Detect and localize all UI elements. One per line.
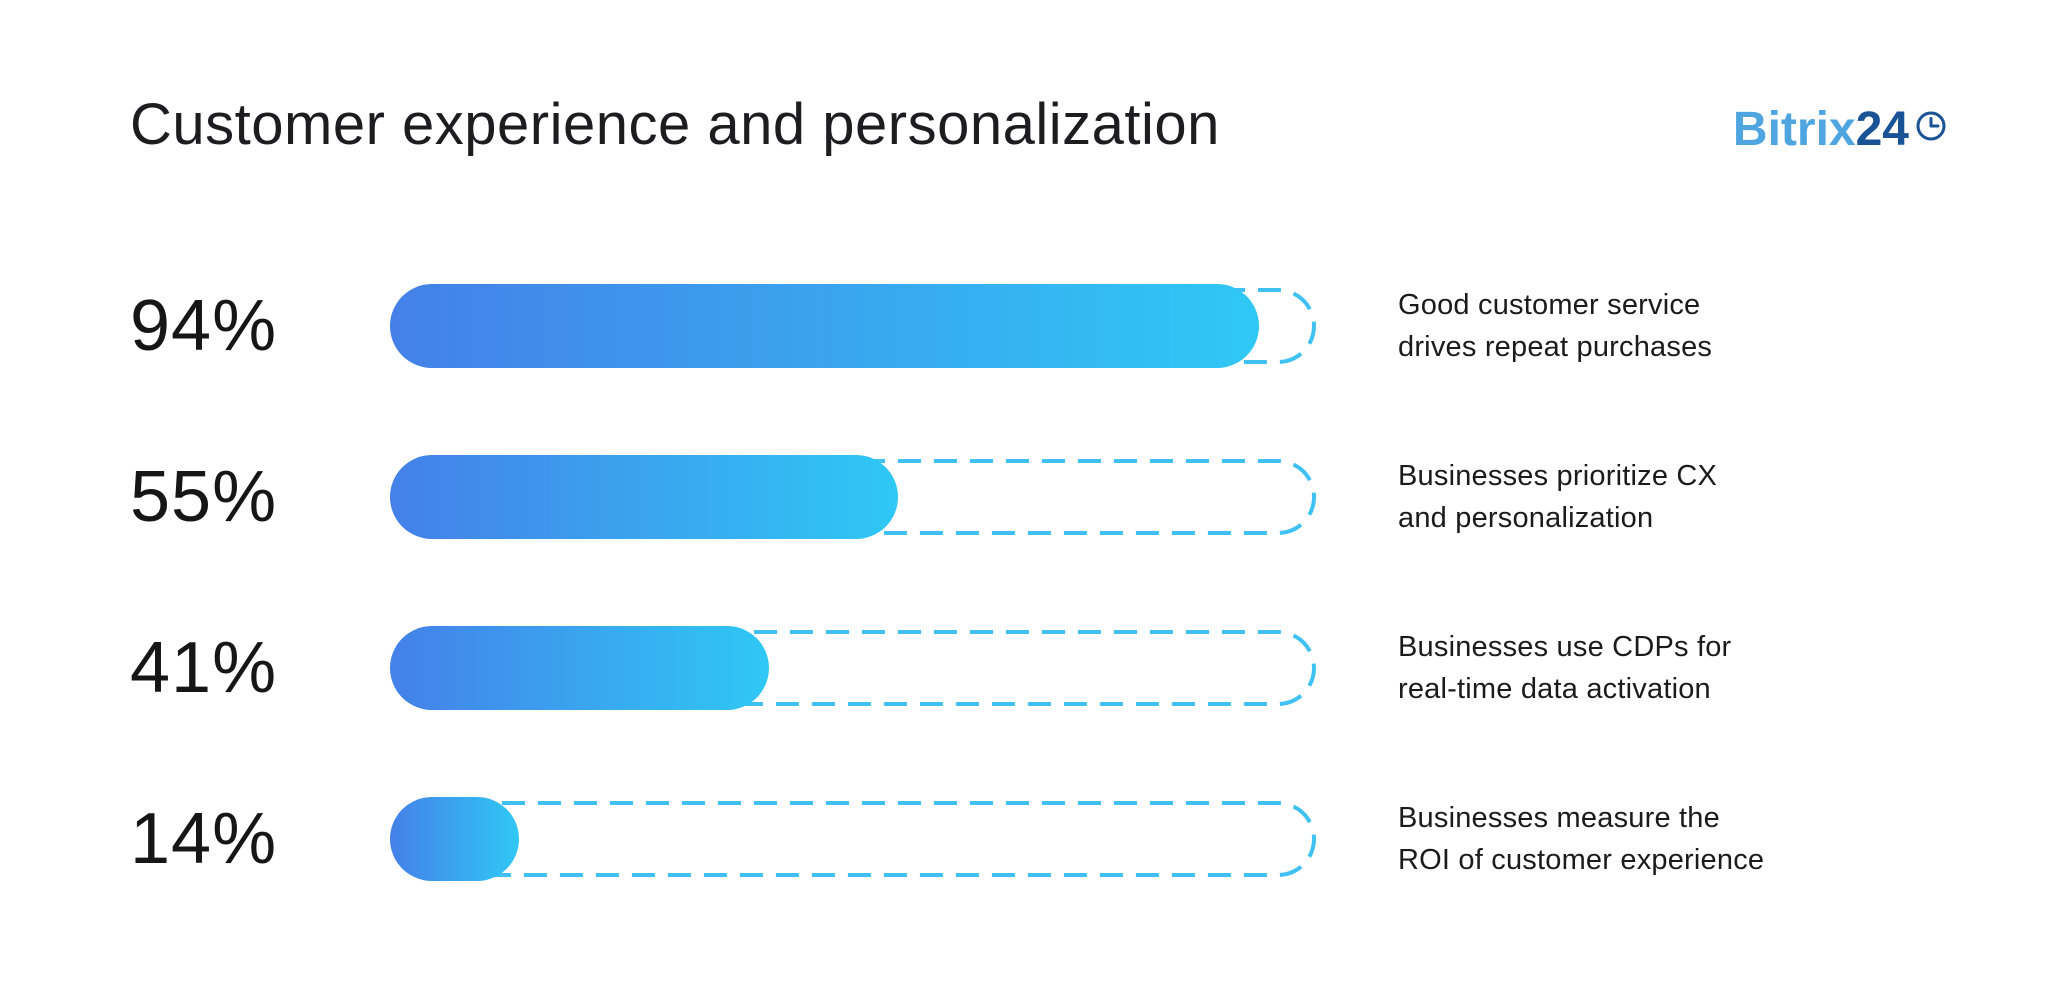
header: Customer experience and personalization … <box>130 90 1948 160</box>
bar-fill <box>390 797 520 881</box>
bar-fill <box>390 626 769 710</box>
bar-track <box>390 626 1316 710</box>
bar-fill <box>390 455 899 539</box>
bar-track <box>390 797 1316 881</box>
bar-category-label: Businesses measure the ROI of customer e… <box>1398 802 1765 876</box>
bar-category-label: Businesses use CDPs for real-time data a… <box>1398 631 1732 705</box>
bar-fill <box>390 284 1259 368</box>
bar-value-label: 94% <box>130 286 278 366</box>
bar-chart: 94% Good customer service drives repeat … <box>130 284 1764 968</box>
bar-value-label: 41% <box>130 628 278 708</box>
bar-row: 94% Good customer service drives repeat … <box>130 284 1764 368</box>
bar-category-label: Good customer service drives repeat purc… <box>1398 289 1713 363</box>
bar-value-label: 14% <box>130 799 278 879</box>
bar-track <box>390 455 1316 539</box>
clock-icon <box>1916 111 1946 140</box>
bar-track-outline <box>392 630 1316 706</box>
bar-track-outline <box>392 801 1316 877</box>
bar-row: 55% Businesses prioritize CX and persona… <box>130 455 1764 539</box>
page-title: Customer experience and personalization <box>130 92 1220 157</box>
bar-row: 41% Businesses use CDPs for real-time da… <box>130 626 1764 710</box>
logo-text-primary: Bitrix <box>1732 103 1856 156</box>
bar-category-label: Businesses prioritize CX and personaliza… <box>1398 460 1718 534</box>
logo-text-secondary: 24 <box>1855 103 1909 156</box>
bar-value-label: 55% <box>130 457 278 537</box>
bar-row: 14% Businesses measure the ROI of custom… <box>130 797 1764 881</box>
bitrix24-logo: Bitrix 24 <box>1733 102 1948 157</box>
bar-track <box>390 284 1316 368</box>
